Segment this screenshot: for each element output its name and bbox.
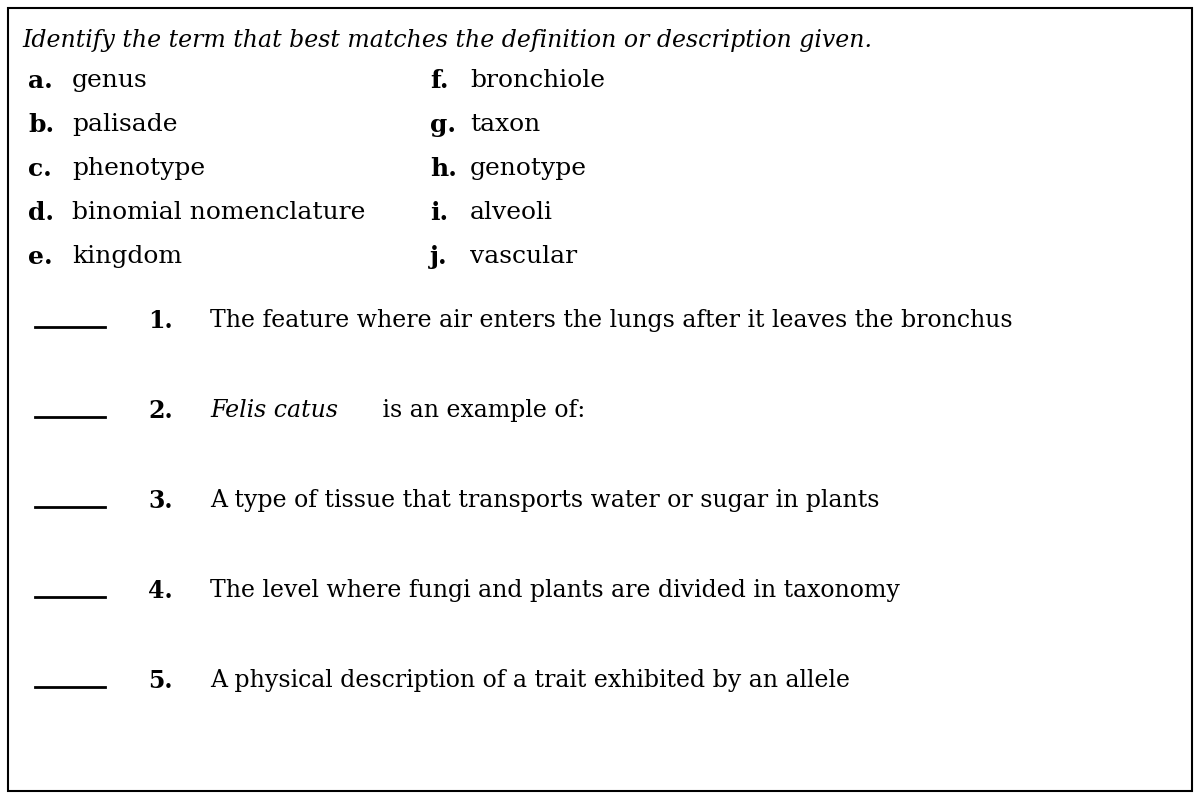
Text: i.: i. xyxy=(430,201,448,225)
Text: palisade: palisade xyxy=(72,113,178,136)
Text: 4.: 4. xyxy=(148,579,173,603)
Text: j.: j. xyxy=(430,245,448,269)
Text: Identify the term that best matches the definition or description given.: Identify the term that best matches the … xyxy=(22,29,872,52)
Text: kingdom: kingdom xyxy=(72,245,182,268)
Text: b.: b. xyxy=(28,113,54,137)
Text: 5.: 5. xyxy=(148,669,173,693)
Text: 3.: 3. xyxy=(148,489,173,513)
Text: Felis catus: Felis catus xyxy=(210,399,338,422)
Text: 2.: 2. xyxy=(148,399,173,423)
Text: d.: d. xyxy=(28,201,54,225)
Text: 1.: 1. xyxy=(148,309,173,333)
Text: e.: e. xyxy=(28,245,53,269)
Text: a.: a. xyxy=(28,69,53,93)
Text: genus: genus xyxy=(72,69,148,92)
Text: binomial nomenclature: binomial nomenclature xyxy=(72,201,365,224)
Text: taxon: taxon xyxy=(470,113,540,136)
Text: bronchiole: bronchiole xyxy=(470,69,605,92)
Text: c.: c. xyxy=(28,157,52,181)
Text: g.: g. xyxy=(430,113,456,137)
Text: A type of tissue that transports water or sugar in plants: A type of tissue that transports water o… xyxy=(210,489,880,512)
FancyBboxPatch shape xyxy=(8,8,1192,791)
Text: The level where fungi and plants are divided in taxonomy: The level where fungi and plants are div… xyxy=(210,579,900,602)
Text: is an example of:: is an example of: xyxy=(376,399,586,422)
Text: h.: h. xyxy=(430,157,457,181)
Text: A physical description of a trait exhibited by an allele: A physical description of a trait exhibi… xyxy=(210,669,850,692)
Text: f.: f. xyxy=(430,69,449,93)
Text: vascular: vascular xyxy=(470,245,577,268)
Text: genotype: genotype xyxy=(470,157,587,180)
Text: phenotype: phenotype xyxy=(72,157,205,180)
Text: The feature where air enters the lungs after it leaves the bronchus: The feature where air enters the lungs a… xyxy=(210,309,1013,332)
Text: alveoli: alveoli xyxy=(470,201,553,224)
